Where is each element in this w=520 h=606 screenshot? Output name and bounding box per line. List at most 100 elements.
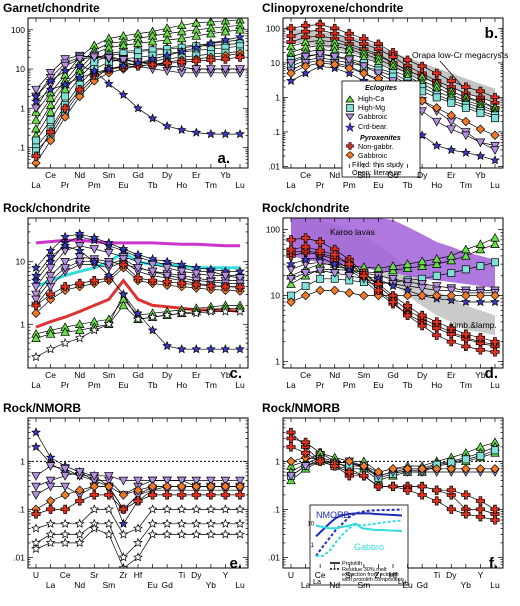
x-tick-label: Sm [357, 370, 370, 380]
legend-filled-note: Filled: this study [352, 160, 404, 169]
inset-legend-residue-3: with protolith composition [341, 577, 404, 583]
data-point [162, 310, 172, 320]
data-point [147, 260, 158, 270]
x-tick-label: Eu [118, 180, 129, 190]
data-point [104, 518, 114, 528]
x-tick-label: Tm [460, 180, 472, 190]
data-point [475, 290, 486, 301]
x-tick-label: Pr [61, 380, 70, 390]
x-tick-label: Sm [102, 170, 115, 180]
data-point [431, 117, 442, 127]
data-point [45, 496, 56, 506]
data-point [490, 515, 500, 525]
data-point [315, 285, 325, 296]
x-tick-label: Hf [134, 570, 143, 580]
data-point [475, 138, 486, 148]
data-point [206, 529, 216, 539]
data-point [177, 490, 187, 500]
data-point [104, 490, 114, 500]
data-point [490, 239, 500, 248]
data-point [89, 65, 100, 75]
x-tick-label: Nd [74, 580, 85, 590]
legend-marker-gabbroic-pyx [345, 151, 355, 159]
data-point [162, 121, 172, 131]
data-point [176, 274, 187, 283]
data-point [31, 523, 41, 533]
data-point [286, 442, 296, 452]
x-tick-label: Yb [475, 170, 486, 180]
data-point [133, 523, 143, 533]
data-point [191, 127, 202, 137]
x-tick-label: Gd [387, 370, 399, 380]
data-point [235, 31, 245, 42]
data-point [104, 270, 114, 280]
data-point [461, 464, 471, 474]
data-point [490, 296, 500, 307]
data-point [176, 504, 187, 514]
data-point [446, 290, 456, 301]
data-point [206, 28, 216, 38]
data-point [31, 482, 41, 492]
data-point [359, 461, 369, 471]
panel-label-e: e. [229, 555, 242, 572]
data-point [118, 529, 129, 539]
y-tick-label: 1 [275, 92, 280, 102]
data-point [475, 124, 486, 134]
y-tick-label: 10 [271, 58, 281, 68]
data-point [220, 282, 230, 292]
data-point [235, 476, 245, 486]
data-point [118, 60, 129, 71]
data-point [176, 267, 187, 277]
data-point [446, 504, 456, 514]
data-point [475, 464, 486, 474]
data-point [31, 262, 41, 272]
data-point [286, 59, 296, 68]
data-point [490, 146, 500, 155]
x-tick-label: Ho [176, 380, 187, 390]
x-tick-label: Sm [357, 170, 370, 180]
data-point [220, 529, 231, 539]
data-point [60, 504, 70, 514]
data-point [220, 65, 231, 74]
data-point [475, 512, 485, 522]
data-point [286, 275, 296, 284]
data-point [300, 61, 311, 71]
x-tick-label: Ho [431, 380, 442, 390]
data-point [446, 110, 456, 121]
data-point [162, 277, 172, 287]
x-tick-label: Tm [460, 380, 472, 390]
x-tick-label: La [286, 380, 296, 390]
x-tick-label: Y [223, 570, 229, 580]
data-point [162, 271, 172, 281]
data-point [344, 272, 355, 281]
data-point [300, 452, 311, 463]
x-tick-label: Gd [132, 170, 144, 180]
x-tick-label: U [288, 570, 294, 580]
data-point [133, 476, 143, 486]
data-point [31, 491, 41, 500]
data-point [373, 467, 384, 477]
inset-legend-residue-1: Residue 30% melt [342, 567, 387, 573]
x-tick-label: Tm [205, 380, 217, 390]
data-point [206, 65, 216, 74]
data-point [300, 68, 311, 78]
legend-marker-high-mg [346, 104, 354, 112]
x-tick-label: Sr [345, 570, 354, 580]
data-point [417, 481, 427, 491]
data-point [220, 476, 231, 486]
data-point [133, 264, 143, 273]
x-tick-label: Pm [343, 180, 356, 190]
data-point [45, 537, 56, 548]
data-point [490, 347, 500, 357]
x-tick-label: Er [447, 170, 456, 180]
x-tick-label: Er [192, 370, 201, 380]
data-point [388, 265, 398, 275]
data-point [191, 308, 202, 318]
data-point [31, 104, 41, 114]
data-point [31, 151, 41, 161]
x-tick-label: Nd [329, 370, 340, 380]
data-point [475, 296, 486, 307]
data-point [61, 92, 70, 101]
x-tick-label: Sr [90, 570, 99, 580]
x-tick-label: Lu [490, 180, 500, 190]
